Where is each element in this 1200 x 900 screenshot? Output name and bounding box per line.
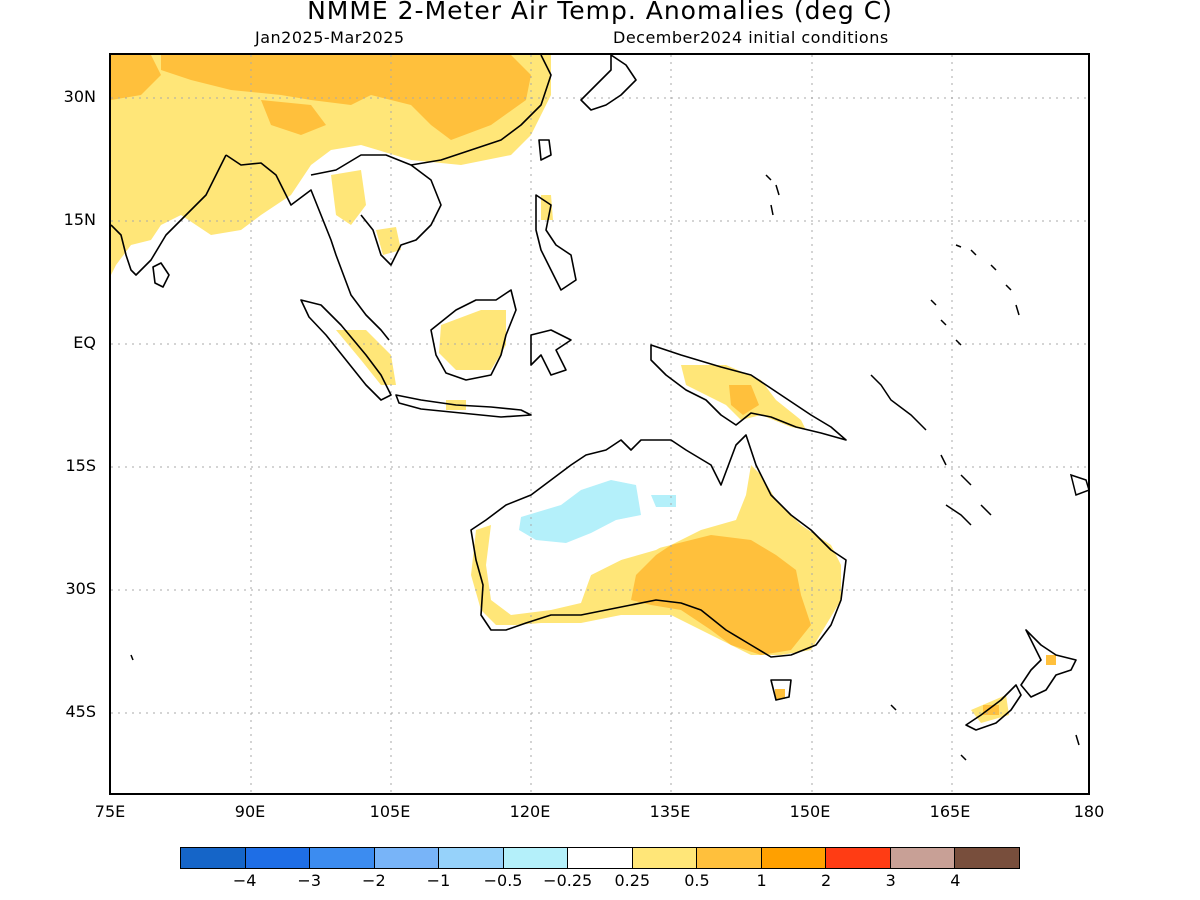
- nz-north-warm: [1046, 655, 1056, 665]
- tasmania-warm: [775, 689, 785, 699]
- newguinea-warm-1: [729, 385, 759, 415]
- x-tick-label: 120E: [509, 802, 551, 821]
- borneo-warm: [439, 310, 506, 370]
- map-canvas: [111, 55, 1088, 793]
- australia-cool: [519, 480, 641, 543]
- y-tick-label: 45S: [65, 702, 96, 721]
- colorbar-label: 3: [885, 871, 896, 890]
- colorbar-label: −0.25: [543, 871, 593, 890]
- sumatra-warm: [336, 330, 396, 385]
- y-tick-label: 15N: [63, 210, 96, 229]
- colorbar-swatch: [697, 848, 762, 868]
- anomaly-map: [109, 53, 1090, 795]
- x-tick-label: 105E: [369, 802, 411, 821]
- x-tick-label: 90E: [234, 802, 266, 821]
- colorbar-label: 4: [950, 871, 961, 890]
- colorbar-swatch: [890, 848, 956, 868]
- coastlines: [111, 55, 1077, 731]
- period-subtitle: Jan2025-Mar2025: [255, 28, 405, 47]
- colorbar-swatch: [181, 848, 246, 868]
- colorbar-swatch: [503, 848, 569, 868]
- asia-warm-1: [161, 55, 531, 140]
- colorbar-label: 2: [821, 871, 832, 890]
- colorbar-label: −4: [232, 871, 257, 890]
- map-title: NMME 2-Meter Air Temp. Anomalies (deg C): [307, 0, 893, 25]
- islands: [130, 174, 1088, 761]
- australia-warm-1: [631, 535, 811, 655]
- x-tick-label: 150E: [789, 802, 831, 821]
- colorbar-label: 0.25: [614, 871, 651, 890]
- colorbar-label: −1: [426, 871, 451, 890]
- asia-warm-1b: [111, 55, 161, 100]
- colorbar-swatch: [826, 848, 891, 868]
- colorbar-swatch: [245, 848, 311, 868]
- anomaly-shading: [111, 55, 1056, 723]
- colorbar-label: −3: [297, 871, 322, 890]
- y-tick-label: EQ: [73, 333, 96, 352]
- indochina-warm: [331, 170, 366, 225]
- x-tick-label: 135E: [649, 802, 691, 821]
- x-tick-label: 180: [1073, 802, 1105, 821]
- y-tick-label: 30S: [65, 579, 96, 598]
- colorbar-label: −2: [362, 871, 386, 890]
- colorbar-swatch: [955, 848, 1019, 868]
- colorbar-swatch: [439, 848, 504, 868]
- x-tick-label: 75E: [94, 802, 126, 821]
- colorbar-swatch: [568, 848, 633, 868]
- y-tick-label: 30N: [63, 87, 96, 106]
- colorbar-label: −0.5: [483, 871, 523, 890]
- asia-warm-1c: [261, 100, 326, 135]
- x-tick-label: 165E: [929, 802, 971, 821]
- colorbar-label: 0.5: [684, 871, 710, 890]
- colorbar-swatch: [310, 848, 375, 868]
- colorbar-label: 1: [756, 871, 767, 890]
- y-tick-label: 15S: [65, 456, 96, 475]
- gridlines: [111, 55, 1088, 793]
- colorbar-swatch: [761, 848, 827, 868]
- australia-cool-b: [651, 495, 676, 507]
- colorbar-swatch: [632, 848, 698, 868]
- colorbar-swatch: [374, 848, 440, 868]
- thailand-warm: [376, 227, 401, 255]
- initial-conditions-subtitle: December2024 initial conditions: [613, 28, 889, 47]
- colorbar: [180, 847, 1020, 869]
